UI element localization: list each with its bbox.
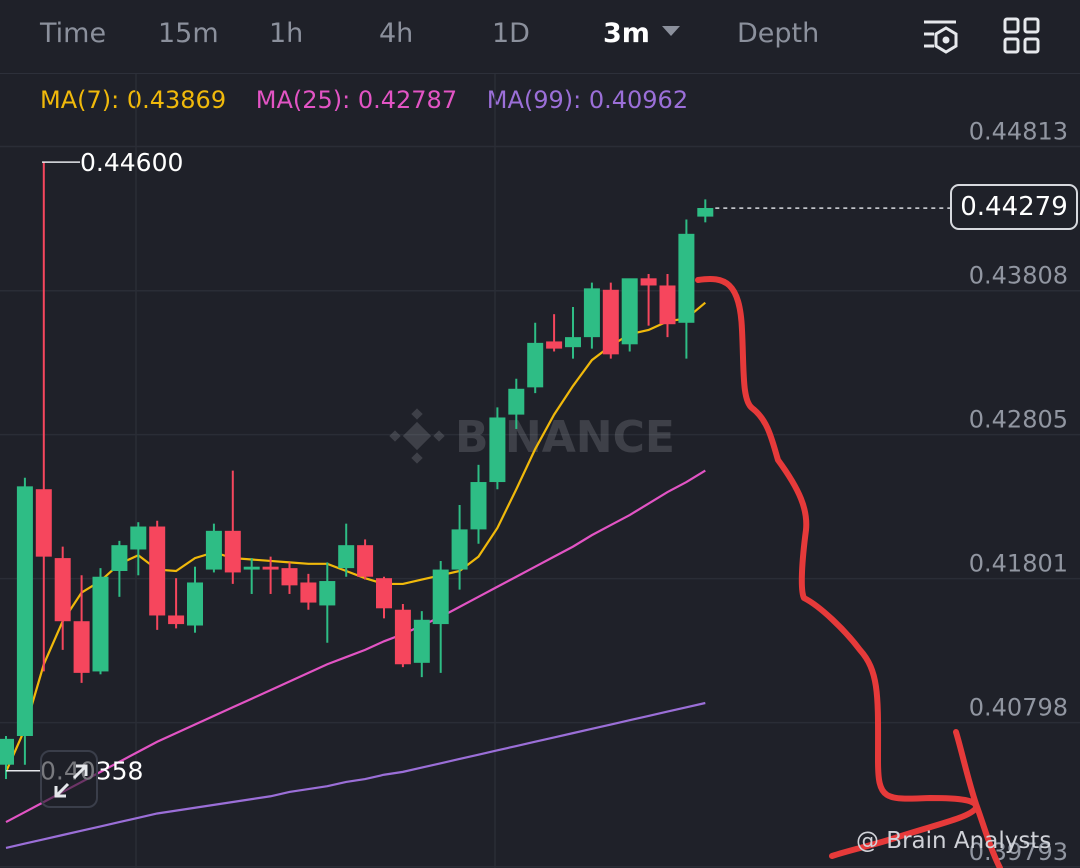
candle-body-6: [111, 545, 128, 571]
candle-body-8: [149, 526, 166, 616]
author-credit: @ Brain Analysts: [856, 828, 1051, 854]
candle-body-34: [640, 278, 657, 286]
candle-body-23: [432, 569, 449, 625]
y-tick-label-0: 0.44813: [969, 118, 1068, 146]
candle-body-29: [546, 341, 563, 349]
candle-body-35: [659, 285, 676, 325]
candle-body-26: [489, 417, 506, 483]
candle-body-31: [583, 288, 600, 338]
candle-body-20: [376, 578, 392, 609]
tab-1d[interactable]: 1D: [492, 18, 530, 49]
candle-body-3: [54, 558, 71, 622]
watermark-text: BINANCE: [455, 412, 675, 463]
tab-15m[interactable]: 15m: [158, 18, 219, 49]
candle-body-27: [508, 388, 525, 415]
layout-grid-icon[interactable]: [1002, 16, 1042, 56]
ma25-line: [5, 469, 706, 824]
candle-body-24: [451, 529, 468, 570]
tab-3m-label: 3m: [603, 18, 650, 49]
candle-body-14: [262, 566, 279, 570]
current-price-tag: 0.44279: [950, 184, 1078, 230]
credit-text: @ Brain Analysts: [856, 828, 1052, 854]
ma7-line: [4, 301, 707, 773]
hand-drawn-forecast-tail: [953, 729, 1003, 868]
chart-settings-icon[interactable]: [920, 16, 960, 56]
candle-body-0: [0, 738, 14, 765]
y-tick-label-5: 0.39793: [969, 838, 1068, 866]
ma7-legend: MA(7): 0.43869: [40, 86, 227, 114]
y-tick-label-1: 0.43808: [969, 262, 1068, 290]
ma25-legend: MA(25): 0.42787: [255, 86, 458, 114]
tab-4h[interactable]: 4h: [379, 18, 414, 49]
candle-body-9: [168, 615, 185, 625]
candle-body-4: [73, 621, 90, 673]
candle-body-37: [697, 208, 714, 217]
y-tick-label-4: 0.40798: [969, 694, 1068, 722]
tab-time[interactable]: Time: [40, 18, 107, 49]
candle-body-18: [338, 545, 355, 569]
y-tick-label-3: 0.41801: [969, 550, 1068, 578]
expand-icon: [54, 764, 88, 798]
chevron-down-icon: [661, 25, 680, 36]
candle-body-1: [16, 486, 33, 736]
high-price-label: 0.44600: [80, 148, 183, 177]
candle-body-16: [300, 582, 317, 603]
ma-legend: MA(7): 0.43869 MA(25): 0.42787 MA(99): 0…: [40, 86, 710, 114]
tab-depth[interactable]: Depth: [737, 18, 820, 49]
tab-1h[interactable]: 1h: [269, 18, 304, 49]
hand-drawn-forecast-line: [695, 276, 979, 859]
candle-body-21: [394, 609, 411, 665]
candle-body-12: [224, 530, 241, 573]
candle-body-28: [527, 342, 544, 388]
candle-body-2: [35, 489, 52, 557]
candle-body-5: [92, 576, 109, 672]
timeframe-toolbar: Time 15m 1h 4h 1D 3m Depth: [0, 0, 1080, 74]
expand-chart-button[interactable]: [40, 750, 98, 808]
candle-body-11: [205, 530, 222, 570]
ma99-line: [5, 701, 706, 849]
y-tick-label-2: 0.42805: [969, 406, 1068, 434]
candle-body-19: [357, 545, 374, 577]
candle-body-25: [470, 482, 487, 530]
candle-body-13: [243, 566, 260, 570]
tab-3m-dropdown[interactable]: 3m: [603, 18, 680, 49]
candle-body-32: [602, 289, 619, 355]
candle-body-33: [621, 278, 638, 345]
candle-body-22: [413, 619, 430, 663]
candle-body-36: [678, 233, 695, 323]
candles: [0, 162, 714, 780]
candle-body-7: [130, 526, 147, 550]
candle-body-15: [281, 568, 298, 586]
chart-grid: 0.44813 0.43808 0.42805 0.41801 0.40798 0.397…: [0, 74, 1080, 868]
ma99-legend: MA(99): 0.40962: [486, 86, 689, 114]
candle-body-17: [319, 581, 336, 606]
candle-body-30: [565, 337, 581, 348]
candle-body-10: [187, 582, 203, 626]
